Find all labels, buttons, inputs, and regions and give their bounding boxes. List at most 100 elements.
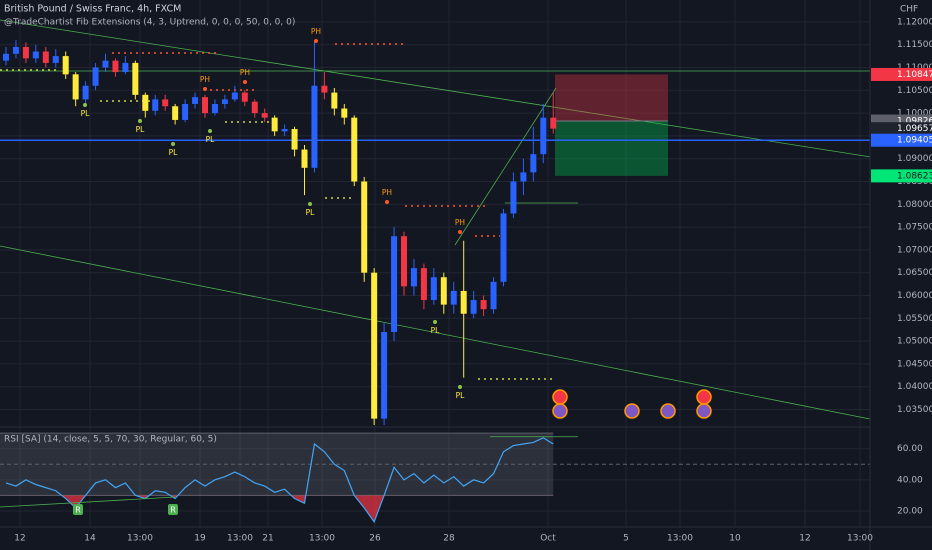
- candle-body: [410, 268, 417, 287]
- candle-body: [460, 290, 467, 314]
- y-tick-label: 1.07000: [897, 245, 932, 255]
- x-tick-label: 13:00: [227, 534, 253, 544]
- candle-body: [231, 92, 238, 100]
- y-tick-label: 1.04500: [897, 359, 932, 369]
- pivot-label: PL: [81, 109, 91, 118]
- signal-badge: [168, 504, 178, 515]
- pivot-dot: [433, 320, 437, 324]
- grid: [0, 0, 870, 527]
- candle-body: [82, 85, 89, 100]
- candle-body: [490, 281, 497, 310]
- candle-body: [371, 272, 378, 419]
- x-tick-label: 13:00: [667, 534, 693, 544]
- x-tick-label: 13:00: [127, 534, 153, 544]
- candle-body: [62, 56, 69, 75]
- candle-body: [152, 99, 159, 111]
- price-badge-label: 1.09826: [897, 117, 932, 127]
- candle-body: [480, 300, 487, 310]
- currency: CHF: [900, 5, 918, 15]
- candle-body: [221, 99, 228, 104]
- chart-title: British Pound / Swiss Franc, 4h, FXCM: [4, 4, 181, 15]
- y-tick-label: 1.03500: [897, 405, 932, 415]
- x-tick-label: 5: [623, 534, 629, 544]
- candle-body: [440, 277, 447, 305]
- price-badge: [871, 67, 932, 81]
- candle-body: [341, 108, 348, 118]
- y-tick-label: 1.05500: [897, 314, 932, 324]
- candle-body: [261, 113, 268, 118]
- x-tick-label: 28: [443, 534, 455, 544]
- rsi-line: [5, 437, 554, 524]
- x-tick-label: 19: [194, 534, 206, 544]
- candle-body: [251, 101, 258, 114]
- signal-label: R: [75, 506, 81, 515]
- candle-body: [241, 92, 248, 102]
- rsi-divergence: [0, 496, 176, 508]
- pivot-dot: [308, 202, 312, 206]
- time-axis: [0, 527, 870, 550]
- signal-label: R: [170, 506, 176, 515]
- candle-body: [72, 74, 79, 100]
- candle-body: [520, 172, 527, 182]
- pivot-levels: [0, 43, 555, 380]
- event-icons: [552, 389, 712, 419]
- pivot-label: PH: [455, 218, 465, 227]
- price-badge: [871, 169, 932, 183]
- candle-body: [182, 103, 189, 120]
- axes: 12 14 13:00 19 13:00 21 13:00 26 28 Oct 5 13:00 10 12…: [14, 17, 932, 544]
- pivot-label: PL: [306, 208, 316, 217]
- rsi-title: RSI [SA] (14, close, 5, 5, 70, 30, Regul…: [4, 435, 217, 445]
- candle-body: [281, 129, 288, 132]
- pivot-dot: [314, 39, 318, 43]
- candle-body: [291, 129, 298, 150]
- price-axis: [870, 0, 932, 550]
- trend-line: [0, 19, 891, 161]
- candle-body: [102, 60, 109, 68]
- x-tick-label: 12: [14, 534, 25, 544]
- candle-body: [540, 117, 547, 155]
- candle-body: [142, 94, 149, 111]
- y-tick-label: 1.08000: [897, 200, 932, 210]
- rsi-tick-label: 40.00: [897, 475, 923, 485]
- price-badge-label: 1.09657: [897, 124, 932, 134]
- pivot-dot: [208, 129, 212, 133]
- pivot-label: PL: [169, 148, 179, 157]
- candle-body: [162, 99, 169, 107]
- x-tick-label: 10: [729, 534, 741, 544]
- pivot-dot: [83, 103, 87, 107]
- candle-body: [420, 268, 427, 301]
- candle-body: [122, 62, 129, 73]
- pivot-dot: [385, 200, 389, 204]
- candle-body: [32, 51, 39, 59]
- y-tick-label: 1.05000: [897, 337, 932, 347]
- candle-body: [42, 51, 49, 63]
- pivot-dot: [243, 80, 247, 84]
- price-badge: [871, 133, 932, 147]
- candle-body: [12, 46, 19, 54]
- pivot-label: PL: [456, 391, 466, 400]
- candle-body: [361, 181, 368, 273]
- candle-body: [351, 117, 358, 182]
- candle-body: [510, 181, 517, 214]
- profit-zone: [555, 121, 668, 176]
- candle-body: [401, 236, 407, 287]
- candle-body: [311, 85, 318, 168]
- y-tick-label: 1.06000: [897, 291, 932, 301]
- candle-body: [321, 85, 328, 93]
- pivot-dot: [171, 142, 175, 146]
- candle-body: [430, 277, 437, 301]
- candle-body: [450, 290, 457, 305]
- pivot-label: PL: [431, 326, 441, 335]
- candle-body: [52, 56, 59, 63]
- y-tick-label: 1.07500: [897, 223, 932, 233]
- candle-body: [132, 62, 139, 95]
- candle-body: [271, 117, 278, 132]
- trend-line: [454, 87, 557, 246]
- trend-line: [0, 245, 886, 423]
- loss-zone: [555, 74, 668, 122]
- indicator-title: @TradeChartist Fib Extensions (4, 3, Upt…: [4, 18, 295, 28]
- pivot-dot: [138, 119, 142, 123]
- price-badge-label: 1.09405: [897, 136, 932, 146]
- y-tick-label: 1.12000: [897, 17, 932, 27]
- rsi-tick-label: 60.00: [897, 444, 923, 454]
